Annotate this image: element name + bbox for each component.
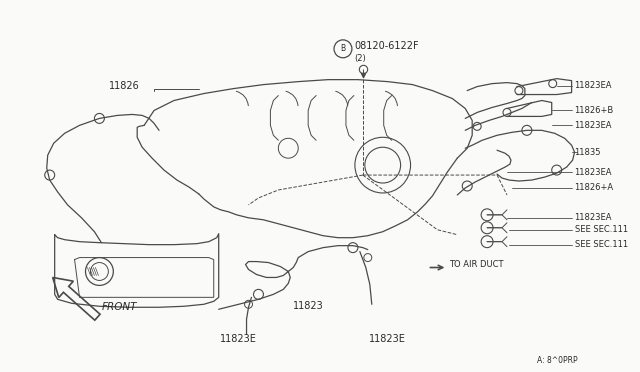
Text: 11826: 11826	[109, 81, 140, 91]
Text: 11823EA: 11823EA	[575, 121, 612, 130]
Text: 11835: 11835	[575, 148, 601, 157]
Text: 11823E: 11823E	[220, 334, 257, 344]
Text: 08120-6122F: 08120-6122F	[354, 41, 419, 51]
Text: B: B	[340, 44, 346, 53]
Text: 11823EA: 11823EA	[575, 81, 612, 90]
Text: 11823E: 11823E	[369, 334, 406, 344]
Text: 11826+A: 11826+A	[575, 183, 614, 192]
Text: (2): (2)	[354, 54, 365, 63]
Text: SEE SEC.111: SEE SEC.111	[575, 240, 628, 249]
Text: 11823EA: 11823EA	[575, 213, 612, 222]
Text: 11823EA: 11823EA	[575, 167, 612, 177]
Text: TO AIR DUCT: TO AIR DUCT	[449, 260, 504, 269]
Text: FRONT: FRONT	[101, 302, 137, 312]
Text: SEE SEC.111: SEE SEC.111	[575, 225, 628, 234]
Text: A: 8^0PRP: A: 8^0PRP	[537, 356, 577, 365]
Text: 11826+B: 11826+B	[575, 106, 614, 115]
Text: 11823: 11823	[293, 301, 324, 311]
